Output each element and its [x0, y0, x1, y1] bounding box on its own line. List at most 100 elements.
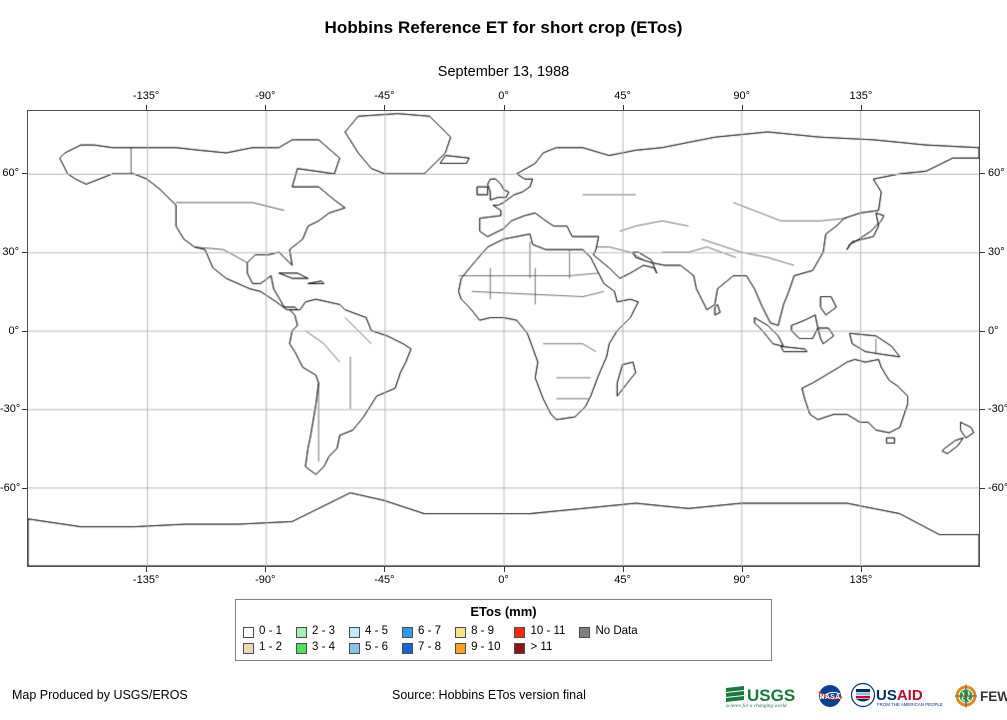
- y-tick-label-right: 0°: [988, 324, 999, 337]
- y-tick-mark: [22, 488, 27, 490]
- x-tick-mark: [146, 567, 148, 572]
- x-tick-mark: [860, 105, 862, 110]
- x-tick-label-bottom: -135°: [132, 574, 160, 586]
- y-tick-mark: [980, 409, 985, 411]
- legend-title: ETos (mm): [470, 604, 537, 619]
- legend-swatch: [455, 642, 467, 654]
- y-tick-mark: [980, 330, 985, 332]
- x-tick-label-bottom: -45°: [374, 574, 395, 586]
- y-tick-label-left: 60°: [2, 167, 19, 180]
- fews-net-logo: FEWS NET: [953, 683, 1007, 709]
- svg-text:science for a changing world: science for a changing world: [726, 702, 787, 709]
- y-tick-label-left: -30°: [0, 403, 21, 416]
- legend-item[interactable]: 5 - 6: [349, 640, 388, 656]
- world-etos-heatmap[interactable]: [28, 111, 979, 566]
- x-tick-label-bottom: -90°: [255, 574, 276, 586]
- legend-item[interactable]: 8 - 9: [455, 624, 500, 640]
- legend-label: 4 - 5: [365, 625, 389, 638]
- legend: ETos (mm) 0 - 1 1 - 2 2 - 3 3 - 4 4 - 5 5 - 6…: [235, 599, 772, 661]
- y-tick-mark: [22, 251, 27, 253]
- legend-swatch: [402, 626, 414, 638]
- legend-label: 8 - 9: [471, 625, 495, 638]
- legend-label: 0 - 1: [259, 625, 283, 638]
- legend-swatch: [514, 626, 526, 638]
- legend-item[interactable]: No Data: [579, 624, 638, 640]
- footer-source: Source: Hobbins ETos version final: [392, 688, 586, 702]
- legend-label: 10 - 11: [530, 625, 566, 638]
- svg-text:USAID: USAID: [876, 687, 923, 704]
- usaid-logo: USAID FROM THE AMERICAN PEOPLE: [850, 683, 948, 709]
- legend-item[interactable]: 6 - 7: [402, 624, 441, 640]
- y-tick-label-left: 0°: [8, 324, 19, 337]
- x-tick-label-top: -135°: [132, 90, 160, 102]
- x-tick-label-bottom: 135°: [849, 574, 873, 586]
- svg-text:FROM THE AMERICAN PEOPLE: FROM THE AMERICAN PEOPLE: [877, 702, 943, 707]
- legend-label: No Data: [595, 625, 638, 638]
- legend-label: 3 - 4: [312, 641, 336, 654]
- legend-label: 9 - 10: [471, 641, 501, 654]
- legend-swatch: [349, 642, 361, 654]
- legend-label: 5 - 6: [365, 641, 389, 654]
- legend-swatch: [455, 626, 467, 638]
- x-tick-label-top: 0°: [498, 90, 509, 102]
- page-title: Hobbins Reference ET for short crop (ETo…: [324, 18, 683, 37]
- x-tick-label-top: -90°: [255, 90, 276, 102]
- legend-swatch: [579, 626, 591, 638]
- legend-swatch: [514, 642, 526, 654]
- x-tick-label-bottom: 90°: [733, 574, 751, 586]
- x-tick-mark: [384, 105, 386, 110]
- page-subtitle: September 13, 1988: [437, 64, 570, 80]
- y-tick-mark: [980, 488, 985, 490]
- legend-item[interactable]: 10 - 11: [514, 624, 565, 640]
- x-tick-label-top: 90°: [733, 90, 751, 102]
- svg-text:FEWS NET: FEWS NET: [980, 689, 1007, 704]
- x-tick-label-top: 45°: [614, 90, 631, 102]
- x-tick-mark: [860, 567, 862, 572]
- x-tick-label-bottom: 0°: [498, 574, 509, 586]
- map-plot-frame[interactable]: [27, 110, 980, 567]
- x-tick-mark: [146, 105, 148, 110]
- legend-item[interactable]: > 11: [514, 640, 565, 656]
- legend-swatch: [243, 642, 254, 654]
- legend-label: 6 - 7: [418, 625, 442, 638]
- svg-text:NASA: NASA: [819, 694, 840, 701]
- x-tick-mark: [265, 567, 267, 572]
- y-tick-label-left: -60°: [0, 482, 21, 495]
- y-tick-label-right: -30°: [988, 403, 1007, 416]
- y-tick-mark: [980, 251, 985, 253]
- logo-strip: USGS science for a changing world NASA U…: [724, 681, 1007, 711]
- legend-item[interactable]: 3 - 4: [296, 640, 335, 656]
- svg-text:USGS: USGS: [747, 686, 795, 705]
- y-tick-label-right: -60°: [988, 482, 1007, 495]
- legend-swatch: [349, 626, 361, 638]
- legend-item[interactable]: 9 - 10: [455, 640, 500, 656]
- x-tick-label-top: -45°: [374, 90, 395, 102]
- legend-items: 0 - 1 1 - 2 2 - 3 3 - 4 4 - 5 5 - 6 6 - 7 7 - 8…: [243, 624, 638, 656]
- x-tick-label-bottom: 45°: [614, 574, 631, 586]
- x-tick-mark: [265, 105, 267, 110]
- legend-label: 7 - 8: [418, 641, 442, 654]
- legend-label: > 11: [530, 641, 553, 654]
- legend-item[interactable]: 2 - 3: [296, 624, 335, 640]
- legend-item[interactable]: 7 - 8: [402, 640, 441, 656]
- x-tick-mark: [503, 567, 505, 572]
- y-tick-mark: [22, 409, 27, 411]
- x-tick-mark: [741, 105, 743, 110]
- usgs-logo: USGS science for a changing world: [724, 683, 810, 709]
- x-tick-mark: [741, 567, 743, 572]
- y-tick-label-left: 30°: [2, 245, 19, 258]
- x-tick-label-top: 135°: [849, 90, 873, 102]
- legend-item[interactable]: 0 - 1: [243, 624, 282, 640]
- x-tick-mark: [384, 567, 386, 572]
- legend-item[interactable]: 4 - 5: [349, 624, 388, 640]
- y-tick-label-right: 30°: [988, 245, 1005, 258]
- x-tick-mark: [503, 105, 505, 110]
- nasa-logo: NASA: [815, 683, 845, 709]
- legend-label: 2 - 3: [312, 625, 336, 638]
- y-tick-label-right: 60°: [988, 167, 1005, 180]
- legend-item[interactable]: 1 - 2: [243, 640, 282, 656]
- footer-produced-by: Map Produced by USGS/EROS: [12, 688, 188, 702]
- legend-label: 1 - 2: [259, 641, 283, 654]
- y-tick-mark: [22, 173, 27, 175]
- y-tick-mark: [980, 173, 985, 175]
